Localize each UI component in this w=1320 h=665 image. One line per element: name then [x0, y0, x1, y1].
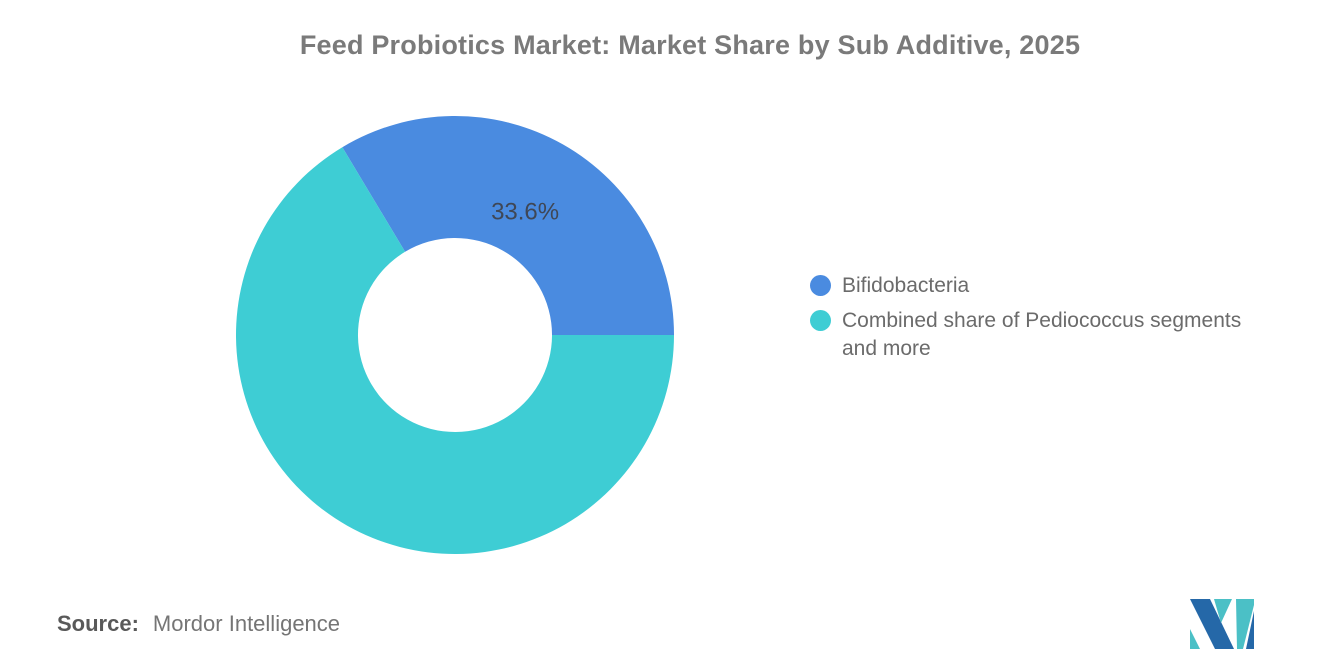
- source-attribution: Source: Mordor Intelligence: [57, 611, 340, 637]
- mordor-intelligence-logo-icon: [1190, 599, 1254, 649]
- donut-slice-0[interactable]: [342, 115, 674, 335]
- donut-slice-1[interactable]: [236, 147, 674, 554]
- legend: Bifidobacteria Combined share of Pedioco…: [810, 272, 1280, 370]
- legend-label: Bifidobacteria: [842, 274, 970, 297]
- legend-marker-icon: [810, 275, 831, 296]
- source-label: Source:: [57, 611, 139, 636]
- chart-title: Feed Probiotics Market: Market Share by …: [299, 30, 1081, 60]
- slice-label-0: 33.6%: [491, 198, 559, 225]
- legend-item-bifidobacteria[interactable]: Bifidobacteria: [810, 272, 1280, 300]
- legend-marker-icon: [810, 310, 831, 331]
- legend-item-pediococcus-and-more[interactable]: Combined share of Pediococcus segments a…: [810, 307, 1280, 363]
- source-value: Mordor Intelligence: [152, 611, 341, 636]
- legend-label: Combined share of Pediococcus segments a…: [842, 309, 1242, 360]
